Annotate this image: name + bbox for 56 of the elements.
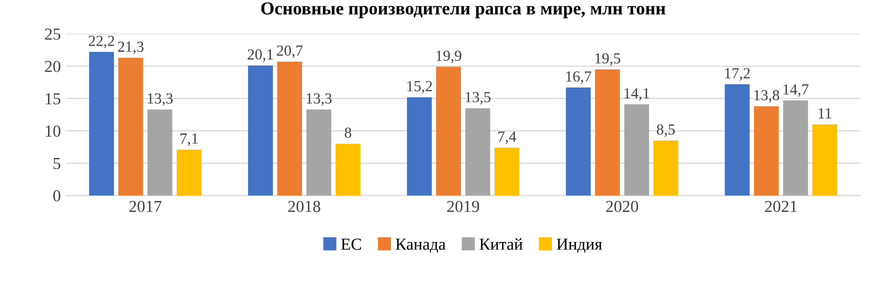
chart-title: Основные производители рапса в мире, млн тонн <box>261 2 666 18</box>
data-label: 7,4 <box>498 132 516 144</box>
data-label: 13,3 <box>306 93 332 106</box>
data-label: 19,5 <box>595 53 620 66</box>
data-label: 19,9 <box>436 50 462 64</box>
bar <box>336 144 360 196</box>
y-tick-label: 5 <box>54 158 60 170</box>
bar <box>812 124 838 196</box>
bar <box>118 58 144 196</box>
data-label: 20,7 <box>276 45 303 58</box>
legend-label: Канада <box>396 238 446 253</box>
y-tick-label: 0 <box>53 190 60 202</box>
bar <box>494 148 520 196</box>
data-label: 13,3 <box>148 93 173 106</box>
data-label: 17,2 <box>725 68 750 81</box>
bar <box>89 52 114 196</box>
x-tick-label: 2020 <box>606 200 638 212</box>
bar <box>465 108 490 196</box>
legend-label: Индия <box>556 238 602 253</box>
data-label: 16,7 <box>566 71 592 84</box>
bar <box>724 84 750 196</box>
data-label: 13,8 <box>754 90 780 103</box>
bar <box>436 66 461 196</box>
y-tick-label: 10 <box>46 126 60 137</box>
data-label: 11 <box>818 108 832 118</box>
x-tick-label: 2019 <box>447 200 480 212</box>
data-label: 14,7 <box>784 84 808 97</box>
data-label: 21,3 <box>118 42 144 54</box>
legend-label: Китай <box>480 238 523 250</box>
bar <box>147 109 172 196</box>
x-tick-label: 2021 <box>765 200 797 212</box>
x-tick-label: 2018 <box>288 200 320 212</box>
data-label: 22,2 <box>88 36 114 48</box>
data-label: 7,1 <box>180 133 198 146</box>
bar <box>566 87 591 196</box>
data-label: 20,1 <box>248 49 273 62</box>
data-label: 14,1 <box>624 88 650 101</box>
data-label: 15,2 <box>407 81 432 94</box>
bar <box>653 140 678 196</box>
data-label: 13,5 <box>466 92 491 105</box>
bar <box>176 150 202 196</box>
data-label: 8 <box>344 128 352 138</box>
y-tick-label: 15 <box>46 93 60 104</box>
x-tick-label: 2017 <box>129 200 162 212</box>
bar <box>248 66 273 196</box>
y-tick-label: 20 <box>45 60 60 72</box>
y-tick-label: 25 <box>45 28 60 40</box>
bar <box>277 62 302 196</box>
bar <box>783 100 808 196</box>
bar <box>306 109 332 196</box>
data-label: 8,5 <box>656 124 675 137</box>
bar <box>624 104 650 196</box>
bar <box>595 69 620 196</box>
bar <box>406 97 432 196</box>
bar <box>754 106 779 196</box>
legend-label: ЕС <box>341 238 362 250</box>
